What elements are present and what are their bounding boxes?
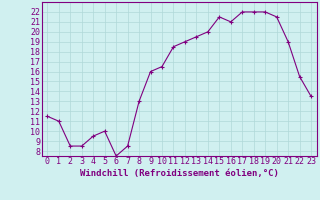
X-axis label: Windchill (Refroidissement éolien,°C): Windchill (Refroidissement éolien,°C) (80, 169, 279, 178)
